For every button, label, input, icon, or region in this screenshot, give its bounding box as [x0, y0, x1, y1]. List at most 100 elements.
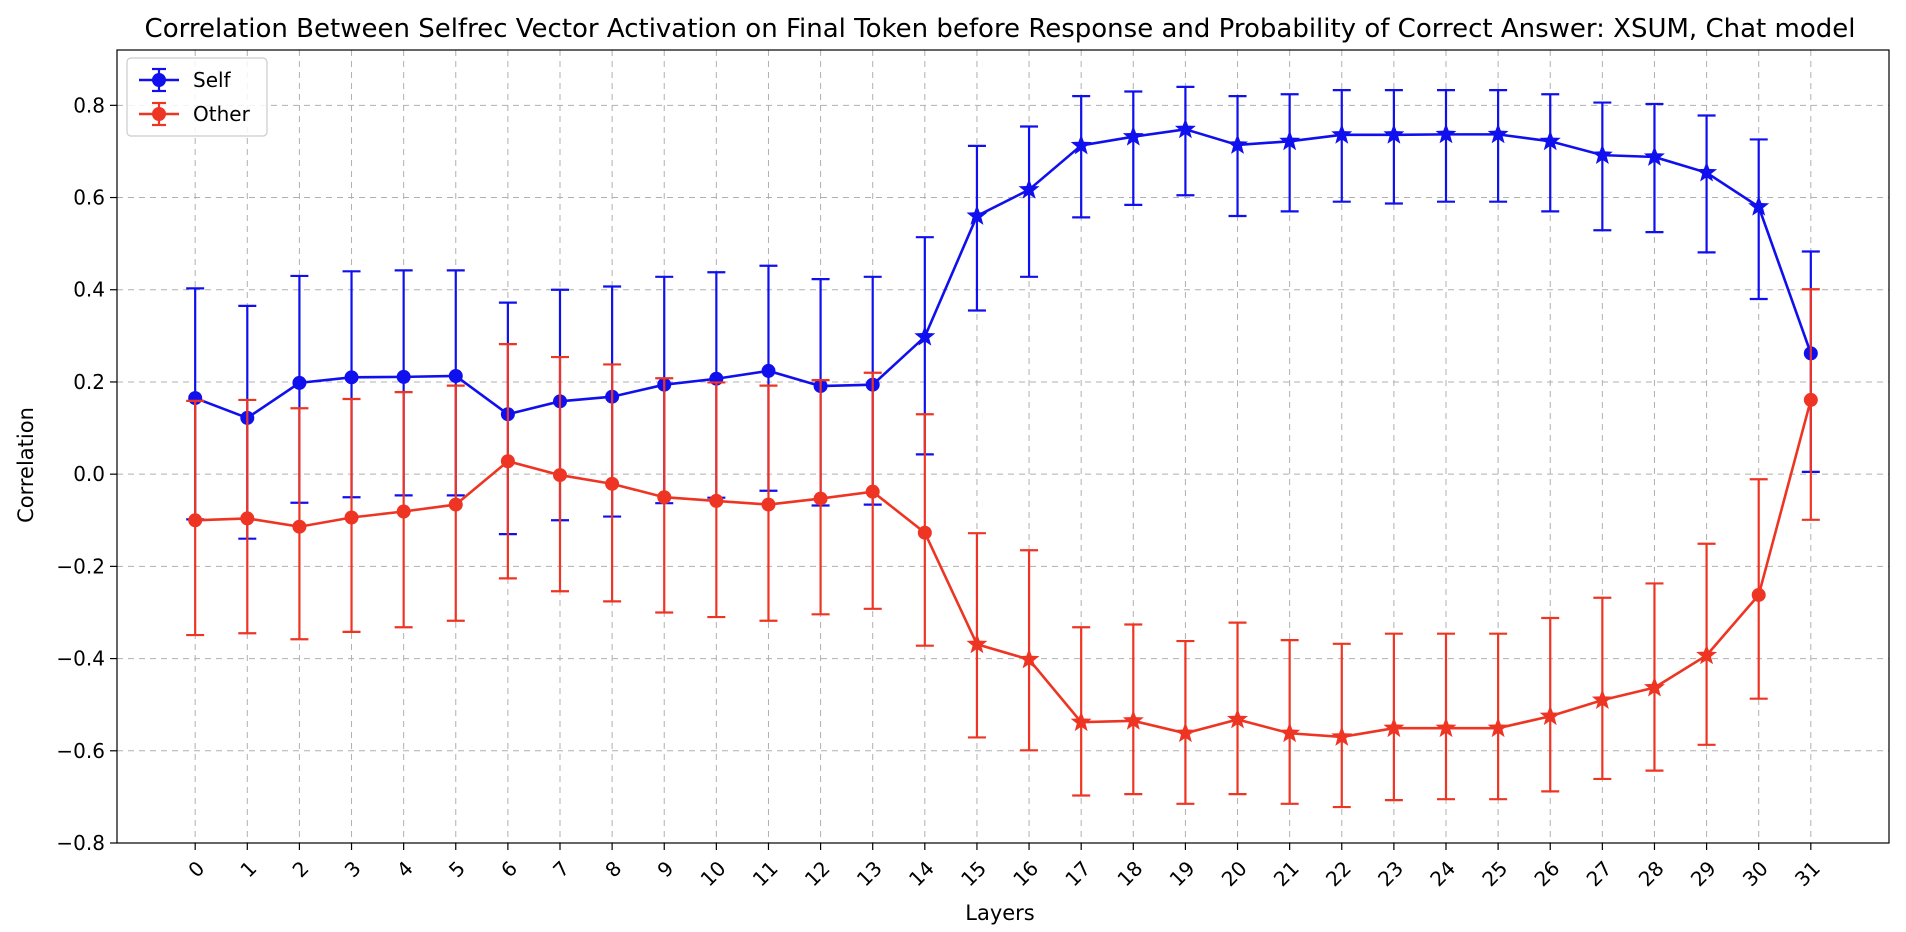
legend: Self Other	[126, 57, 268, 137]
other-point	[344, 510, 359, 525]
y-axis: −0.8 −0.6 −0.4 −0.2 0.0 0.2 0.4 0.6 0.8	[56, 93, 117, 855]
x-tick-label: 13	[852, 856, 887, 891]
series-other	[186, 288, 1820, 809]
x-tick-label: 18	[1112, 856, 1147, 891]
self-point	[1174, 118, 1196, 139]
other-point	[1591, 689, 1613, 709]
x-tick-label: 20	[1217, 856, 1252, 891]
other-point	[1174, 722, 1196, 743]
x-tick-label: 0	[183, 856, 209, 882]
other-point	[605, 476, 620, 491]
other-point	[1279, 722, 1301, 743]
self-point	[448, 368, 463, 383]
other-point	[1018, 648, 1040, 669]
x-tick-label: 3	[340, 856, 366, 882]
y-axis-label: Correlation	[14, 407, 38, 523]
other-point	[1539, 705, 1561, 726]
x-tick-label: 16	[1008, 856, 1043, 891]
series-layer	[186, 85, 1820, 809]
other-point	[1227, 708, 1248, 729]
x-tick-label: 11	[748, 856, 783, 891]
other-point	[917, 525, 932, 540]
x-tick-label: 19	[1165, 856, 1200, 891]
x-tick-label: 29	[1686, 856, 1721, 891]
legend-item-self: Self	[139, 67, 232, 93]
self-point	[1279, 130, 1301, 151]
self-point	[1227, 133, 1248, 154]
self-point	[1696, 161, 1718, 182]
other-point	[292, 519, 307, 534]
x-tick-label: 21	[1269, 856, 1304, 891]
self-point	[1487, 123, 1509, 144]
y-tick-label: −0.8	[56, 831, 105, 855]
other-point	[966, 633, 988, 654]
x-tick-label: 28	[1634, 856, 1669, 891]
other-point	[1644, 676, 1665, 697]
x-tick-label: 14	[904, 856, 939, 891]
x-tick-label: 2	[288, 856, 314, 882]
other-point	[396, 504, 411, 519]
other-point	[1435, 717, 1457, 738]
x-tick-label: 5	[444, 856, 470, 882]
x-tick-label: 17	[1060, 856, 1095, 891]
x-tick-label: 26	[1529, 856, 1564, 891]
y-tick-label: 0.8	[73, 93, 105, 117]
other-point	[1331, 725, 1353, 746]
self-point	[1435, 123, 1457, 144]
y-tick-label: 0.6	[73, 186, 105, 210]
plot-frame	[116, 49, 1890, 844]
x-tick-label: 8	[600, 856, 626, 882]
x-tick-label: 10	[696, 856, 731, 891]
other-point	[1751, 587, 1766, 602]
other-point	[448, 497, 463, 512]
self-point	[396, 369, 411, 384]
x-tick-label: 7	[548, 856, 574, 882]
other-point	[1487, 717, 1509, 738]
self-point	[1331, 123, 1353, 144]
y-tick-label: −0.6	[56, 739, 105, 763]
other-point	[1696, 644, 1718, 665]
y-tick-label: 0.2	[73, 370, 105, 394]
self-point	[292, 375, 307, 390]
x-axis: 0 1 2 3 4 5 6 7 8 9 10 11 12 13 14 15 16 17 18 19 20 21 22 23 24…	[183, 843, 1825, 891]
other-point	[1122, 709, 1144, 730]
legend-marker-other	[152, 107, 166, 121]
y-tick-label: −0.4	[56, 647, 105, 671]
other-point	[1803, 392, 1818, 407]
chart-title: Correlation Between Selfrec Vector Activ…	[145, 14, 1856, 44]
x-tick-label: 24	[1425, 856, 1460, 891]
legend-label-self: Self	[193, 68, 232, 92]
x-tick-label: 25	[1477, 856, 1512, 891]
other-point	[761, 497, 776, 512]
self-point	[1018, 178, 1040, 199]
other-point	[1070, 711, 1092, 732]
x-tick-label: 12	[800, 856, 835, 891]
other-line	[195, 399, 1813, 739]
self-point	[1591, 144, 1613, 165]
x-tick-label: 22	[1321, 856, 1356, 891]
x-tick-label: 23	[1373, 856, 1408, 891]
x-tick-label: 4	[392, 856, 418, 882]
self-point	[914, 325, 936, 346]
x-tick-label: 15	[956, 856, 991, 891]
x-tick-label: 30	[1738, 856, 1773, 891]
y-tick-label: 0.4	[73, 278, 105, 302]
self-point	[1070, 134, 1092, 155]
self-point	[1748, 195, 1770, 216]
other-point	[500, 454, 515, 469]
x-tick-label: 1	[235, 856, 261, 882]
self-point	[966, 204, 988, 225]
legend-label-other: Other	[193, 102, 251, 126]
other-point	[1383, 717, 1405, 738]
y-tick-label: −0.2	[56, 554, 105, 578]
self-point	[1644, 145, 1665, 166]
y-tick-label: 0.0	[73, 462, 105, 486]
x-tick-label: 27	[1582, 856, 1617, 891]
other-point	[240, 511, 255, 526]
grid-lines	[117, 50, 1889, 844]
other-point	[188, 513, 203, 528]
self-line	[194, 127, 1813, 420]
self-point	[1122, 125, 1144, 146]
self-point	[1383, 123, 1405, 144]
